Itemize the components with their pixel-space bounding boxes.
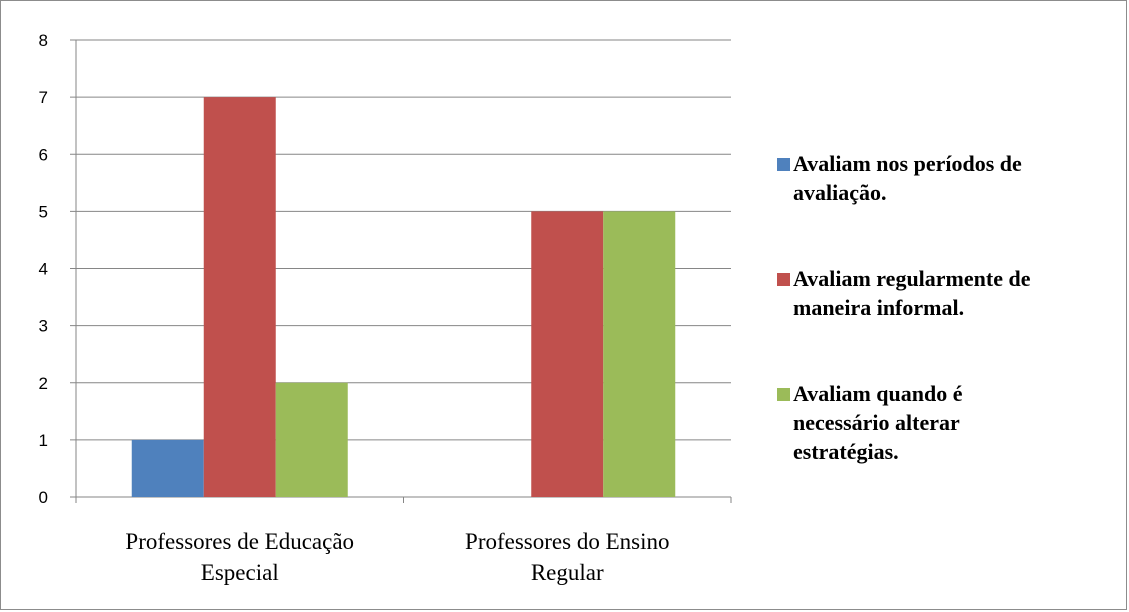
legend-item: Avaliam regularmente de maneira informal. [777, 266, 1031, 320]
x-category-label: Professores de Educação Especial [125, 529, 354, 585]
legend-label: Avaliam nos períodos de avaliação. [793, 151, 1022, 205]
legend-item: Avaliam quando é necessário alterar estrat… [777, 381, 963, 464]
y-tick-label: 8 [39, 31, 48, 50]
legend-swatch [777, 158, 790, 171]
y-tick-label: 3 [39, 317, 48, 336]
legend: Avaliam nos períodos de avaliação. Avaliam… [777, 151, 1031, 464]
legend-label: Avaliam regularmente de maneira informal. [793, 266, 1031, 320]
legend-swatch [777, 273, 790, 286]
bar-3-1 [275, 382, 348, 497]
y-tick-label: 7 [39, 88, 48, 107]
bar-1-1 [131, 439, 204, 497]
gridlines [76, 39, 731, 441]
bar-3-2 [603, 211, 676, 497]
y-tick-label: 0 [39, 488, 48, 507]
y-tick-label: 6 [39, 145, 48, 164]
y-tick-label: 5 [39, 202, 48, 221]
y-tick-label: 2 [39, 374, 48, 393]
x-category-label: Professores do Ensino Regular [465, 529, 669, 585]
y-tick-label: 1 [39, 431, 48, 450]
bars [131, 97, 676, 497]
bar-2-2 [531, 211, 604, 497]
legend-swatch [777, 388, 790, 401]
legend-item: Avaliam nos períodos de avaliação. [777, 151, 1022, 205]
y-tick-label: 4 [39, 260, 48, 279]
category-labels: Professores de Educação Especial Professor… [125, 529, 669, 585]
bar-2-1 [203, 97, 276, 497]
legend-label: Avaliam quando é necessário alterar estrat… [793, 381, 963, 464]
